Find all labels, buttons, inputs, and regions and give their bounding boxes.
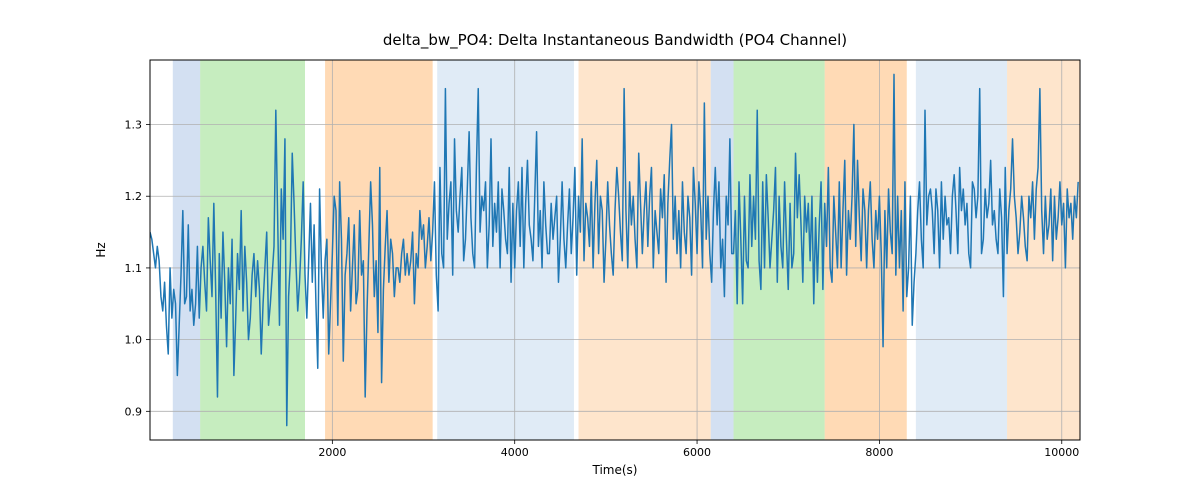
band-0 (173, 60, 200, 440)
xtick-label: 2000 (318, 446, 346, 459)
chart-container: 2000 4000 6000 8000 10000 0.9 1.0 1.1 1.2 1.3 Time… (0, 0, 1200, 500)
chart-svg: 2000 4000 6000 8000 10000 0.9 1.0 1.1 1.2 1.3 Time… (0, 0, 1200, 500)
band-1 (200, 60, 305, 440)
ytick-label: 1.2 (125, 190, 143, 203)
xtick-label: 10000 (1044, 446, 1079, 459)
band-8 (916, 60, 1007, 440)
y-axis-label: Hz (94, 242, 108, 257)
x-axis-label: Time(s) (592, 463, 638, 477)
xtick-label: 8000 (865, 446, 893, 459)
xtick-label: 6000 (683, 446, 711, 459)
xtick-label: 4000 (501, 446, 529, 459)
ytick-label: 0.9 (125, 405, 143, 418)
chart-title: delta_bw_PO4: Delta Instantaneous Bandwi… (383, 31, 847, 50)
band-3 (437, 60, 574, 440)
ytick-label: 1.3 (125, 119, 143, 132)
ytick-label: 1.0 (125, 334, 143, 347)
ytick-label: 1.1 (125, 262, 143, 275)
